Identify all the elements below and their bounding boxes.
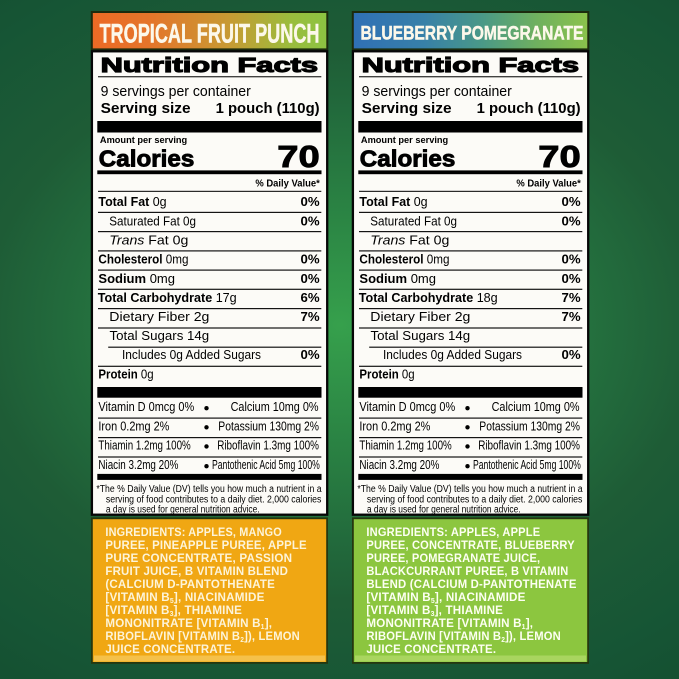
svg-text:Amount per serving: Amount per serving [100, 135, 187, 146]
svg-text:RIBOFLAVIN [VITAMIN B2]), LEMO: RIBOFLAVIN [VITAMIN B2]), LEMON [105, 629, 300, 644]
svg-text:RIBOFLAVIN [VITAMIN B2]), LEMO: RIBOFLAVIN [VITAMIN B2]), LEMON [366, 629, 561, 644]
svg-text:6%: 6% [301, 290, 320, 305]
svg-text:% Daily Value*: % Daily Value* [516, 179, 581, 190]
svg-text:Niacin 3.2mg 20%: Niacin 3.2mg 20% [98, 457, 178, 472]
svg-text:Niacin 3.2mg 20%: Niacin 3.2mg 20% [359, 457, 439, 472]
svg-text:% Daily Value*: % Daily Value* [255, 179, 320, 190]
svg-text:BLACKCURRANT PUREE, B VITAMIN: BLACKCURRANT PUREE, B VITAMIN [366, 564, 568, 578]
svg-text:1 pouch (110g): 1 pouch (110g) [477, 101, 581, 117]
svg-text:Serving size: Serving size [362, 101, 452, 117]
svg-text:(CALCIUM D-PANTOTHENATE: (CALCIUM D-PANTOTHENATE [105, 577, 275, 591]
svg-text:1 pouch (110g): 1 pouch (110g) [216, 101, 320, 117]
svg-text:Protein 0g: Protein 0g [359, 367, 414, 382]
svg-text:serving of food contributes to: serving of food contributes to a daily d… [106, 495, 322, 506]
svg-text:Cholesterol 0mg: Cholesterol 0mg [359, 252, 449, 267]
svg-text:7%: 7% [562, 309, 581, 324]
svg-text:Calories: Calories [360, 145, 456, 171]
svg-text:9 servings per container: 9 servings per container [101, 84, 251, 100]
svg-text:0%: 0% [562, 213, 581, 228]
svg-text:a day is used for general nutr: a day is used for general nutrition advi… [106, 505, 260, 516]
svg-text:7%: 7% [562, 290, 581, 305]
svg-text:Thiamin 1.2mg 100%: Thiamin 1.2mg 100% [98, 437, 190, 452]
svg-text:PUREE, POMEGRANATE JUICE,: PUREE, POMEGRANATE JUICE, [366, 551, 540, 565]
svg-text:Total Carbohydrate 17g: Total Carbohydrate 17g [98, 290, 237, 305]
svg-text:Sodium 0mg: Sodium 0mg [359, 271, 436, 286]
svg-text:Total Sugars 14g: Total Sugars 14g [371, 328, 471, 343]
svg-text:PUREE, PINEAPPLE PUREE, APPLE: PUREE, PINEAPPLE PUREE, APPLE [105, 538, 306, 552]
svg-text:Nutrition Facts: Nutrition Facts [362, 54, 579, 77]
svg-text:FRUIT JUICE, B VITAMIN BLEND: FRUIT JUICE, B VITAMIN BLEND [105, 564, 288, 578]
svg-text:Potassium 130mg 2%: Potassium 130mg 2% [218, 418, 319, 433]
svg-text:INGREDIENTS: APPLES, APPLE: INGREDIENTS: APPLES, APPLE [366, 525, 540, 539]
svg-text:a day is used for general nutr: a day is used for general nutrition advi… [367, 505, 521, 516]
svg-text:0%: 0% [562, 347, 581, 362]
svg-text:Saturated Fat 0g: Saturated Fat 0g [109, 213, 196, 228]
svg-text:Calcium 10mg 0%: Calcium 10mg 0% [492, 399, 580, 414]
svg-text:Calcium 10mg 0%: Calcium 10mg 0% [231, 399, 319, 414]
svg-text:70: 70 [538, 139, 581, 174]
svg-text:MONONITRATE [VITAMIN B1],: MONONITRATE [VITAMIN B1], [105, 616, 272, 631]
svg-text:Iron 0.2mg 2%: Iron 0.2mg 2% [98, 418, 169, 433]
svg-text:Cholesterol 0mg: Cholesterol 0mg [98, 252, 188, 267]
svg-text:INGREDIENTS: APPLES, MANGO: INGREDIENTS: APPLES, MANGO [105, 525, 282, 539]
svg-text:Total Carbohydrate 18g: Total Carbohydrate 18g [359, 290, 498, 305]
svg-text:Vitamin D 0mcg 0%: Vitamin D 0mcg 0% [359, 399, 455, 414]
svg-text:Vitamin D 0mcg 0%: Vitamin D 0mcg 0% [98, 399, 194, 414]
svg-text:0%: 0% [301, 347, 320, 362]
svg-text:7%: 7% [301, 309, 320, 324]
svg-text:Potassium 130mg 2%: Potassium 130mg 2% [479, 418, 580, 433]
svg-text:Includes 0g Added Sugars: Includes 0g Added Sugars [122, 347, 261, 362]
svg-text:*The % Daily Value (DV) tells: *The % Daily Value (DV) tells you how mu… [96, 484, 322, 495]
svg-text:Saturated Fat 0g: Saturated Fat 0g [370, 213, 457, 228]
svg-text:Riboflavin 1.3mg 100%: Riboflavin 1.3mg 100% [217, 437, 319, 452]
svg-text:Trans Fat 0g: Trans Fat 0g [109, 233, 188, 248]
svg-text:0%: 0% [562, 271, 581, 286]
svg-text:0%: 0% [562, 252, 581, 267]
svg-text:TROPICAL FRUIT PUNCH: TROPICAL FRUIT PUNCH [100, 18, 320, 48]
svg-text:Protein 0g: Protein 0g [98, 367, 153, 382]
svg-text:Pantothenic Acid 5mg 100%: Pantothenic Acid 5mg 100% [212, 457, 320, 472]
svg-text:70: 70 [277, 139, 320, 174]
svg-text:BLUEBERRY POMEGRANATE: BLUEBERRY POMEGRANATE [361, 23, 584, 45]
svg-text:9 servings per container: 9 servings per container [362, 84, 512, 100]
svg-text:*The % Daily Value (DV) tells: *The % Daily Value (DV) tells you how mu… [357, 484, 583, 495]
svg-text:0%: 0% [562, 194, 581, 209]
svg-text:JUICE CONCENTRATE.: JUICE CONCENTRATE. [105, 642, 235, 656]
svg-text:[VITAMIN B3], THIAMINE: [VITAMIN B3], THIAMINE [366, 603, 503, 618]
svg-text:Riboflavin 1.3mg 100%: Riboflavin 1.3mg 100% [478, 437, 580, 452]
svg-text:BLEND (CALCIUM D-PANTOTHENATE: BLEND (CALCIUM D-PANTOTHENATE [366, 577, 576, 591]
svg-text:Amount per serving: Amount per serving [361, 135, 448, 146]
svg-text:Iron 0.2mg 2%: Iron 0.2mg 2% [359, 418, 430, 433]
svg-text:Includes 0g Added Sugars: Includes 0g Added Sugars [383, 347, 522, 362]
svg-text:Dietary Fiber 2g: Dietary Fiber 2g [370, 309, 470, 324]
svg-text:[VITAMIN B3], THIAMINE: [VITAMIN B3], THIAMINE [105, 603, 242, 618]
svg-text:Nutrition Facts: Nutrition Facts [101, 54, 318, 77]
svg-text:0%: 0% [301, 213, 320, 228]
svg-text:Calories: Calories [99, 145, 195, 171]
svg-text:PURE CONCENTRATE, PASSION: PURE CONCENTRATE, PASSION [105, 551, 292, 565]
svg-text:Thiamin 1.2mg 100%: Thiamin 1.2mg 100% [359, 437, 451, 452]
svg-text:Trans Fat 0g: Trans Fat 0g [370, 233, 449, 248]
svg-text:0%: 0% [301, 252, 320, 267]
svg-text:0%: 0% [301, 194, 320, 209]
svg-text:Serving size: Serving size [101, 101, 191, 117]
svg-text:Total Sugars 14g: Total Sugars 14g [110, 328, 210, 343]
svg-text:[VITAMIN B5], NIACINAMIDE: [VITAMIN B5], NIACINAMIDE [366, 590, 525, 605]
svg-text:[VITAMIN B5], NIACINAMIDE: [VITAMIN B5], NIACINAMIDE [105, 590, 264, 605]
svg-text:Sodium 0mg: Sodium 0mg [98, 271, 175, 286]
svg-text:Total Fat 0g: Total Fat 0g [359, 194, 427, 209]
svg-text:Pantothenic Acid 5mg 100%: Pantothenic Acid 5mg 100% [473, 457, 581, 472]
svg-text:PUREE, CONCENTRATE, BLUEBERRY: PUREE, CONCENTRATE, BLUEBERRY [366, 538, 574, 552]
svg-text:JUICE CONCENTRATE.: JUICE CONCENTRATE. [366, 642, 496, 656]
svg-text:0%: 0% [301, 271, 320, 286]
svg-text:MONONITRATE [VITAMIN B1],: MONONITRATE [VITAMIN B1], [366, 616, 533, 631]
svg-text:Total Fat 0g: Total Fat 0g [98, 194, 166, 209]
svg-text:serving of food contributes to: serving of food contributes to a daily d… [367, 495, 583, 506]
svg-text:Dietary Fiber 2g: Dietary Fiber 2g [109, 309, 209, 324]
